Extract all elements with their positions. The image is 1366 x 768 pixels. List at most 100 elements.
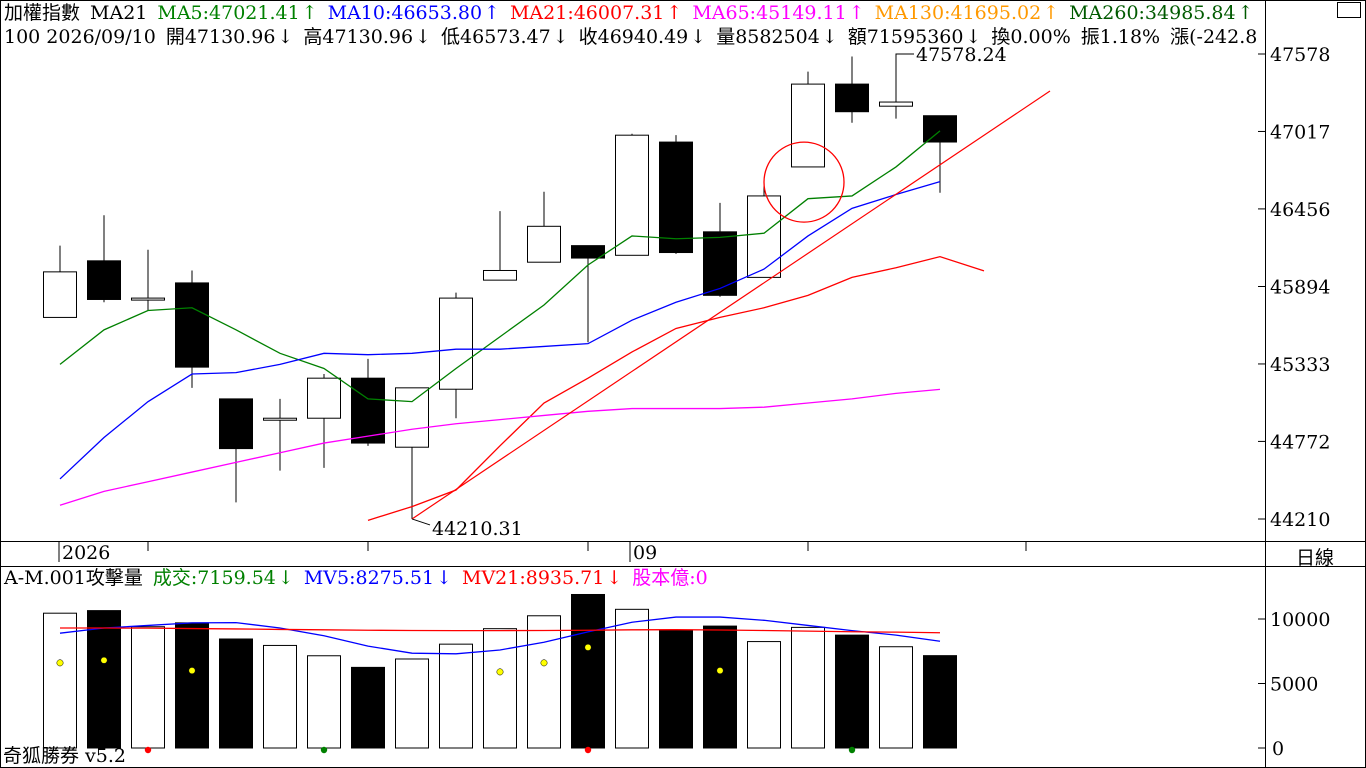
volume-bar-up (263, 644, 297, 749)
volume-bar-up (747, 641, 781, 749)
volume-bar-down (219, 638, 253, 749)
ma5-line (59, 130, 941, 403)
volume-bar-down (835, 634, 869, 749)
volume-bar-down (659, 629, 693, 749)
signal-dot (848, 746, 856, 754)
volume-tick-label: 0 (1272, 738, 1284, 760)
signal-dot (540, 659, 548, 667)
high-marker-label: 47578.24 (916, 44, 1007, 66)
signal-dot (100, 656, 108, 664)
volume-bar-up (483, 628, 517, 749)
capital-value: 股本億:0 (632, 567, 708, 589)
ma-header: 加權指數 MA21 MA5:47021.41 ↑ MA10:46653.80 ↑ MA21:… (4, 2, 1264, 24)
volume-bar-up (307, 655, 341, 749)
candle-up (395, 387, 429, 448)
low-marker-label: 44210.31 (432, 518, 523, 540)
volume-markers (56, 643, 856, 754)
ma10-value: MA10:46653.80 ↑ (327, 2, 500, 24)
price-tick-label: 45894 (1270, 277, 1330, 299)
volume-indicator-title: A-M.001攻擊量 (4, 567, 143, 589)
amplitude-value: 振1.18% (1080, 26, 1161, 48)
ma65-line (59, 388, 941, 506)
volume-bar-down (923, 655, 957, 749)
ma65-value: MA65:45149.11 ↑ (692, 2, 865, 24)
candle-down (923, 115, 957, 143)
ma5-value: MA5:47021.41 ↑ (157, 2, 318, 24)
candle-down (219, 398, 253, 450)
volume-tick-label: 5000 (1270, 674, 1318, 696)
ma10-line (59, 180, 941, 480)
candle-up (43, 271, 77, 318)
volume-bar-down (571, 593, 605, 749)
price-tick-label: 44210 (1270, 509, 1330, 531)
ma21-value: MA21:46007.31 ↑ (509, 2, 683, 24)
volume-header: A-M.001攻擊量 成交:7159.54 ↓ MV5:8275.51 ↓ MV21:89… (4, 567, 718, 589)
high-value: 高47130.96 ↓ (303, 26, 432, 48)
amount-value: 額71595360 ↓ (847, 26, 982, 48)
time-label: 09 (633, 542, 657, 564)
drawing-overlay: 47578.24 44210.31 (411, 44, 1051, 540)
signal-dot (320, 746, 328, 754)
volume-bar-down (703, 625, 737, 749)
volume-bar-up (791, 626, 825, 749)
candle-up (791, 83, 825, 168)
volume-bar-down (87, 610, 121, 749)
time-axis: 2026 09 (58, 541, 1027, 564)
low-marker (411, 518, 431, 526)
ma130-value: MA130:41695.02 ↑ (874, 2, 1060, 24)
highlight-circle (763, 141, 845, 223)
volume-bar-up (615, 608, 649, 749)
candle-up (263, 417, 297, 421)
mv21-value: MV21:8935.71 ↓ (461, 567, 623, 589)
volume-ma-lines (59, 616, 941, 655)
ma21-label: MA21 (90, 2, 148, 24)
trend-line (411, 90, 1051, 520)
mv5-line (59, 616, 941, 655)
change-value: 漲(-242.8 (1170, 26, 1258, 48)
candle-down (703, 231, 737, 296)
price-axis: 47578 47017 46456 45894 45333 44772 44210 (1258, 44, 1330, 531)
ohlc-header: 100 2026/09/10 開47130.96 ↓ 高47130.96 ↓ 低46573… (4, 26, 1267, 48)
volume-bar-up (879, 646, 913, 749)
volume-bar-up (43, 612, 77, 749)
panel-toggle-button[interactable] (1337, 2, 1361, 18)
candle-up (131, 297, 165, 301)
signal-dot (188, 667, 196, 675)
turnover-value: 換0.00% (991, 26, 1071, 48)
index-title: 加權指數 (4, 2, 81, 24)
mv5-value: MV5:8275.51 ↓ (303, 567, 452, 589)
candle-up (879, 101, 913, 107)
open-value: 開47130.96 ↓ (165, 26, 294, 48)
candle-down (835, 83, 869, 113)
price-ma-lines (59, 130, 985, 522)
volume-bar-down (175, 622, 209, 749)
candle-down (175, 282, 209, 368)
candle-down (87, 260, 121, 300)
signal-dot (56, 659, 64, 667)
price-tick-label: 47017 (1270, 121, 1330, 143)
volume-axis: 10000 5000 0 (1258, 609, 1330, 760)
candle-up (527, 225, 561, 263)
candle-up (439, 297, 473, 390)
signal-dot (144, 746, 152, 754)
candle-up (615, 134, 649, 256)
period-selector[interactable]: 日線 (1296, 547, 1335, 569)
app-brand: 奇狐勝券 v5.2 (3, 745, 126, 767)
candle-up (483, 269, 517, 281)
volume-value: 量8582504 ↓ (716, 26, 838, 48)
ma260-value: MA260:34985.84 ↑ (1069, 2, 1254, 24)
volume-bar-down (351, 666, 385, 749)
candle-down (659, 141, 693, 254)
volume-bar-up (395, 658, 429, 749)
volume-bar-up (131, 626, 165, 749)
price-tick-label: 47578 (1270, 44, 1330, 66)
candles (43, 53, 957, 519)
candle-up (747, 195, 781, 278)
signal-dot (584, 746, 592, 754)
time-label: 2026 (62, 542, 110, 564)
price-tick-label: 45333 (1270, 354, 1330, 376)
volume-tick-label: 10000 (1270, 609, 1330, 631)
price-tick-label: 44772 (1270, 431, 1330, 453)
volume-bar-up (527, 615, 561, 749)
